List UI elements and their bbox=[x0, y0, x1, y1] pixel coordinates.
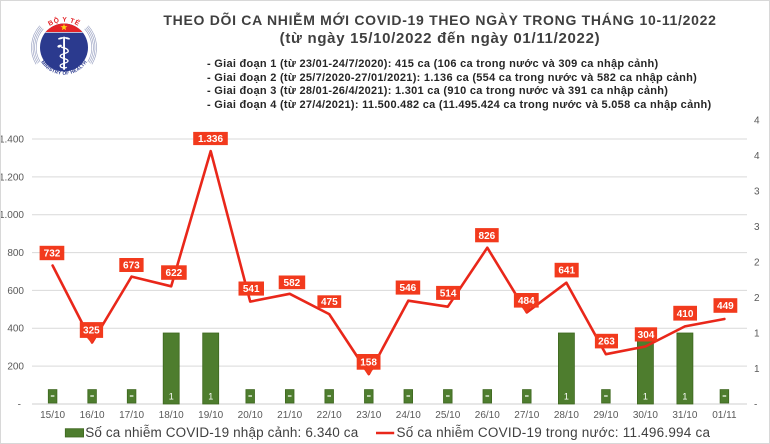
svg-text:1: 1 bbox=[169, 392, 174, 402]
svg-text:1.400: 1.400 bbox=[1, 134, 24, 145]
svg-text:1.336: 1.336 bbox=[198, 134, 223, 145]
svg-text:29/10: 29/10 bbox=[593, 410, 618, 421]
svg-text:582: 582 bbox=[284, 278, 301, 289]
svg-text:800: 800 bbox=[7, 248, 24, 259]
svg-text:24/10: 24/10 bbox=[396, 410, 421, 421]
svg-text:1.000: 1.000 bbox=[1, 210, 24, 221]
svg-text:28/10: 28/10 bbox=[554, 410, 579, 421]
svg-text:17/10: 17/10 bbox=[119, 410, 144, 421]
svg-text:484: 484 bbox=[518, 296, 535, 307]
svg-text:01/11: 01/11 bbox=[712, 410, 737, 421]
svg-text:673: 673 bbox=[123, 261, 140, 272]
svg-text:BỘ Y TẾ: BỘ Y TẾ bbox=[47, 15, 82, 28]
svg-text:2: 2 bbox=[754, 257, 760, 268]
svg-text:449: 449 bbox=[717, 301, 734, 312]
svg-text:18/10: 18/10 bbox=[159, 410, 184, 421]
svg-text:541: 541 bbox=[243, 284, 260, 295]
svg-text:4: 4 bbox=[754, 116, 760, 127]
svg-text:1: 1 bbox=[754, 328, 760, 339]
svg-text:22/10: 22/10 bbox=[317, 410, 342, 421]
svg-text:-: - bbox=[18, 399, 21, 410]
svg-text:2: 2 bbox=[754, 293, 760, 304]
svg-text:31/10: 31/10 bbox=[672, 410, 697, 421]
svg-text:546: 546 bbox=[400, 283, 417, 294]
svg-text:641: 641 bbox=[558, 266, 575, 277]
svg-text:Số ca nhiễm COVID-19 trong nướ: Số ca nhiễm COVID-19 trong nước: 11.496.… bbox=[397, 425, 711, 440]
svg-text:27/10: 27/10 bbox=[514, 410, 539, 421]
svg-text:Số ca nhiễm COVID-19 nhập cảnh: Số ca nhiễm COVID-19 nhập cảnh: 6.340 ca bbox=[85, 425, 359, 440]
svg-text:3: 3 bbox=[754, 222, 760, 233]
svg-text:600: 600 bbox=[7, 286, 24, 297]
svg-text:15/10: 15/10 bbox=[40, 410, 65, 421]
svg-text:826: 826 bbox=[479, 231, 496, 242]
svg-text:1.200: 1.200 bbox=[1, 172, 24, 183]
svg-text:514: 514 bbox=[440, 289, 457, 300]
svg-text:25/10: 25/10 bbox=[435, 410, 460, 421]
svg-text:304: 304 bbox=[638, 330, 655, 341]
svg-text:475: 475 bbox=[321, 297, 338, 308]
svg-text:1: 1 bbox=[208, 392, 213, 402]
svg-text:158: 158 bbox=[360, 358, 377, 369]
svg-text:20/10: 20/10 bbox=[238, 410, 263, 421]
svg-text:23/10: 23/10 bbox=[356, 410, 381, 421]
svg-text:21/10: 21/10 bbox=[277, 410, 302, 421]
svg-text:200: 200 bbox=[7, 362, 24, 373]
svg-text:410: 410 bbox=[677, 309, 694, 320]
svg-text:-: - bbox=[754, 399, 757, 410]
svg-text:263: 263 bbox=[598, 337, 615, 348]
svg-text:622: 622 bbox=[166, 268, 183, 279]
svg-text:26/10: 26/10 bbox=[475, 410, 500, 421]
svg-text:1: 1 bbox=[754, 364, 760, 375]
svg-text:30/10: 30/10 bbox=[633, 410, 658, 421]
svg-text:325: 325 bbox=[83, 326, 100, 337]
svg-text:732: 732 bbox=[44, 249, 61, 260]
svg-text:1: 1 bbox=[682, 392, 687, 402]
svg-text:19/10: 19/10 bbox=[198, 410, 223, 421]
svg-text:1: 1 bbox=[643, 392, 648, 402]
svg-text:1: 1 bbox=[564, 392, 569, 402]
svg-text:4: 4 bbox=[754, 151, 760, 162]
svg-text:400: 400 bbox=[7, 324, 24, 335]
svg-text:3: 3 bbox=[754, 187, 760, 198]
svg-text:16/10: 16/10 bbox=[80, 410, 105, 421]
